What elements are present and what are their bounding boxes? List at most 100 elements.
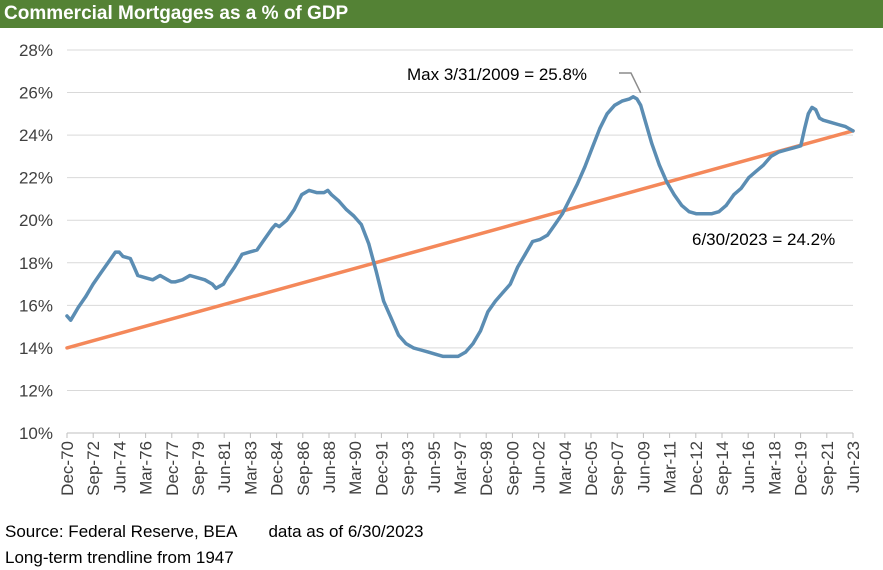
data-point [508,282,512,286]
x-tick-label: Sep-86 [294,441,313,496]
data-point [680,203,684,207]
data-point [456,354,460,358]
data-point [292,208,296,212]
data-point [583,165,587,169]
data-point [523,252,527,256]
x-tick-label: Jun-74 [110,441,129,493]
x-tick-label: Mar-90 [346,441,365,495]
y-tick-label: 22% [19,169,53,188]
data-point [404,342,408,346]
data-point [817,116,821,120]
data-point [754,169,758,173]
data-point [72,312,76,316]
data-point [642,116,646,120]
x-tick-label: Mar-11 [661,441,680,494]
data-point [553,222,557,226]
data-point [173,280,177,284]
data-point [322,191,326,195]
data-point [240,252,244,256]
data-point [411,346,415,350]
data-point [650,142,654,146]
series-layer [65,95,855,359]
data-point [344,208,348,212]
x-tick-label: Sep-14 [713,441,732,496]
annotation-max-leader [619,72,642,94]
data-point [359,222,363,226]
data-point [560,212,564,216]
data-point [352,214,356,218]
data-point [277,225,281,229]
data-point [113,250,117,254]
data-point [315,191,319,195]
data-point [784,148,788,152]
data-point [806,112,810,116]
data-point [810,105,814,109]
data-point [262,237,266,241]
data-point [434,352,438,356]
data-point [762,163,766,167]
data-point [214,286,218,290]
data-point [274,222,278,226]
data-point [337,199,341,203]
data-point [180,278,184,282]
data-point [493,299,497,303]
data-point [639,103,643,107]
x-tick-label: Mar-97 [451,441,470,495]
data-point [724,203,728,207]
chart-svg: 10% 12% 14% 16% 18% 20% 22% 24% 26% 28% Dec-70 Sep… [19,41,863,496]
data-point [538,237,542,241]
x-tick-label: Dec-70 [58,441,77,496]
data-point [814,108,818,112]
annotation-max: Max 3/31/2009 = 25.8% [407,65,587,84]
x-tick-label: Mar-76 [137,441,156,495]
data-point [516,265,520,269]
data-point [829,120,833,124]
data-point [233,265,237,269]
data-point [84,295,88,299]
data-point [188,274,192,278]
data-point [501,291,505,295]
y-tick-label: 26% [19,84,53,103]
data-point [99,271,103,275]
data-point [844,125,848,129]
data-point [225,276,229,280]
data-point [117,250,121,254]
data-point [307,188,311,192]
data-point [568,197,572,201]
data-point [851,129,855,133]
series-line-commercial-mortgages [65,95,855,359]
x-tick-label: Dec-05 [582,441,601,496]
data-point [590,146,594,150]
y-tick-label: 12% [19,381,53,400]
data-point [739,186,743,190]
data-point [821,118,825,122]
x-tick-label: Dec-98 [477,441,496,496]
data-point [605,112,609,116]
x-tick-label: Sep-93 [399,441,418,496]
data-point [136,274,140,278]
data-point [300,193,304,197]
data-point [620,99,624,103]
y-tick-label: 20% [19,211,53,230]
data-point [128,257,132,261]
data-point [791,146,795,150]
data-point [69,318,73,322]
chart-title: Commercial Mortgages as a % of GDP [0,0,883,28]
data-point [709,212,713,216]
data-point [613,103,617,107]
data-point [382,299,386,303]
x-tick-label: Jun-16 [739,441,758,493]
data-point [467,346,471,350]
data-point [106,261,110,265]
grid-lines [66,49,854,438]
x-tick-label: Jun-88 [320,441,339,493]
x-tick-label: Mar-83 [241,441,260,495]
data-point [486,310,490,314]
x-tick-label: Jun-23 [844,441,863,493]
data-point [546,233,550,237]
data-point [702,212,706,216]
data-point [218,284,222,288]
data-point [531,240,535,243]
data-point [627,97,631,101]
data-point [836,122,840,126]
